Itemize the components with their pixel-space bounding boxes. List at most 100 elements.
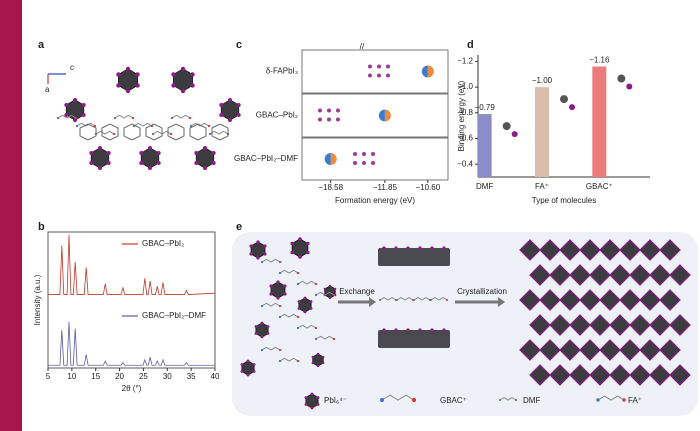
perovskite-octahedron (539, 289, 561, 311)
perovskite-octahedron (599, 289, 621, 311)
atom (296, 271, 300, 275)
plot-frame (47, 231, 216, 369)
layer (378, 248, 450, 266)
iodide (266, 332, 270, 335)
iodide (106, 161, 111, 165)
molecule (297, 280, 317, 285)
x-tick-label: 40 (211, 372, 220, 381)
atom (113, 116, 117, 120)
atom (207, 124, 211, 128)
iodide (309, 300, 313, 303)
iodide (311, 361, 315, 365)
iodide (211, 151, 216, 155)
x-tick-label: −11.85 (373, 183, 398, 192)
y-tick-label: −1.0 (457, 82, 473, 91)
structure-atom (353, 161, 357, 165)
iodide (203, 146, 207, 150)
iodide (246, 359, 250, 363)
side-bar (0, 0, 22, 431)
atom (498, 398, 502, 402)
iodide (297, 300, 301, 303)
atom (332, 293, 336, 297)
perovskite-octahedron (619, 239, 641, 261)
iodide (194, 151, 199, 155)
atom (596, 398, 600, 402)
atom (278, 271, 282, 275)
perovskite-octahedron (669, 314, 691, 336)
perovskite-octahedron (649, 264, 671, 286)
molecule-atom (502, 122, 511, 131)
atom (278, 260, 282, 264)
iodide (316, 396, 320, 399)
iodide (305, 250, 310, 255)
iodide (316, 352, 320, 356)
atom (379, 397, 385, 403)
iodide (283, 284, 287, 288)
iodide (180, 88, 186, 94)
perovskite-octahedron (589, 314, 611, 336)
octahedron (117, 68, 139, 92)
atom (278, 359, 282, 363)
iodide (194, 161, 199, 165)
perovskite-octahedron (579, 289, 601, 311)
molecule-atom (511, 131, 518, 138)
iodide (254, 332, 258, 335)
iodide (171, 83, 176, 88)
perovskite-octahedron (559, 289, 581, 311)
data-line (48, 234, 216, 295)
perovskite-octahedron (539, 339, 561, 361)
perovskite-octahedron (529, 314, 551, 336)
legend-label: DMF (523, 396, 540, 405)
x-tick-label: 10 (67, 372, 76, 381)
iodide (249, 244, 253, 248)
octahedron (241, 360, 255, 376)
atom (208, 132, 212, 136)
legend-label: GBAC–PbI₂–DMF (142, 311, 206, 320)
arrow-head (498, 297, 505, 307)
molecule (597, 395, 625, 401)
value-label: −1.00 (532, 76, 553, 85)
molecule (279, 269, 299, 274)
perovskite-octahedron (669, 364, 691, 386)
panel-label: c (236, 39, 242, 51)
atom (411, 397, 417, 403)
x-tick-label: 30 (163, 372, 172, 381)
legend-label: GBAC–PbI₂ (142, 239, 184, 248)
legend-label: FA⁺ (628, 396, 642, 405)
marker (324, 153, 337, 165)
structure-atom (377, 64, 381, 69)
arrow-head (369, 297, 376, 307)
atom (278, 315, 282, 319)
molecule (413, 297, 431, 301)
iodide (269, 292, 273, 296)
x-tick-label: 25 (139, 372, 148, 381)
octahedron (324, 285, 336, 299)
octahedron (291, 238, 309, 258)
iodide (116, 72, 121, 77)
structure-atom (386, 64, 390, 69)
perovskite-octahedron (559, 339, 581, 361)
step-label: Crystallization (457, 287, 507, 296)
perovskite-octahedron (629, 364, 651, 386)
molecule-atom (626, 83, 633, 90)
perovskite-octahedron (579, 239, 601, 261)
category-label: GBAC–PbI₂ (256, 111, 298, 120)
marker-half (427, 65, 434, 78)
ring (167, 123, 185, 141)
molecule (261, 258, 281, 263)
iodide (139, 161, 144, 165)
marker-half (384, 109, 391, 122)
perovskite-octahedron (649, 314, 671, 336)
ring (123, 123, 141, 141)
iodide (276, 280, 280, 284)
iodide (240, 363, 244, 366)
structure-atom (353, 152, 357, 156)
panel-label: d (467, 39, 474, 51)
iodide (156, 151, 161, 155)
molecule (261, 346, 281, 351)
iodide (266, 325, 270, 328)
atom (170, 116, 174, 120)
perovskite-octahedron (659, 239, 681, 261)
iodide (263, 252, 267, 256)
iodide (328, 284, 332, 288)
